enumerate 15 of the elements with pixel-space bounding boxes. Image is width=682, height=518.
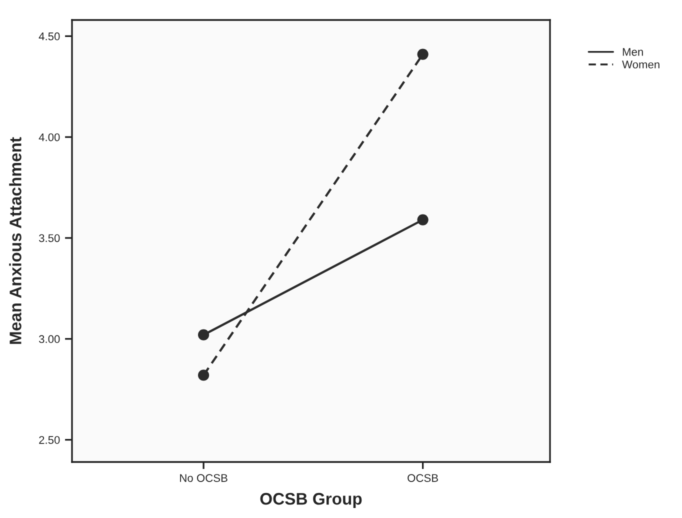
point [417,48,428,60]
x-tick-label: OCSB [408,474,438,482]
y-tick-label: 3.50 [38,234,60,242]
legend-label: Men [622,48,643,56]
x-axis-title: OCSB Group [260,492,362,508]
y-tick-label: 4.00 [38,133,60,142]
point [198,329,210,340]
y-tick-label: 3.00 [38,335,60,344]
y-tick-label: 2.50 [39,436,60,444]
point [417,214,428,226]
x-tick-label: No OCSB [180,474,228,482]
y-tick-label: 4.50 [38,32,60,40]
y-axis-title: Mean Anxious Attachment [9,137,22,344]
point [198,370,210,381]
legend-label: Women [622,60,660,68]
